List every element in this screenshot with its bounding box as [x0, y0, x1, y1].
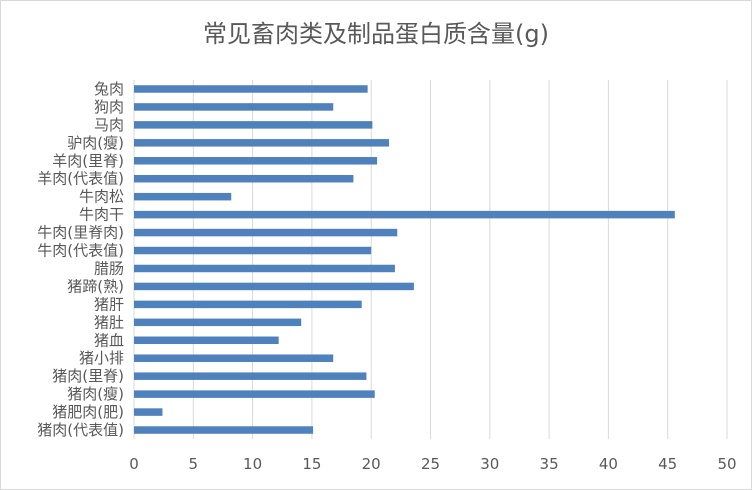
bar: [134, 318, 302, 327]
x-tick-label: 50: [717, 455, 736, 473]
bar: [134, 228, 398, 237]
x-tick-label: 45: [658, 455, 677, 473]
category-label: 猪肉(代表值): [37, 421, 124, 439]
category-label: 猪肥肉(肥): [52, 403, 124, 421]
category-label: 牛肉松: [79, 188, 124, 206]
bar: [134, 210, 675, 219]
x-tick-label: 0: [129, 455, 139, 473]
category-label: 牛肉(里脊肉): [37, 224, 124, 242]
bar: [134, 192, 232, 201]
category-label: 猪肉(瘦): [67, 385, 124, 403]
category-label: 马肉: [94, 116, 124, 134]
x-tick-labels: 0 5 10 15 20 25 30 35 40 45 50: [129, 455, 736, 473]
category-label: 猪小排: [79, 349, 124, 367]
bar: [134, 157, 378, 165]
category-label: 兔肉: [94, 80, 124, 98]
category-label: 羊肉(代表值): [37, 170, 124, 188]
x-tick-label: 5: [189, 455, 199, 473]
bar: [134, 408, 163, 416]
bar: [134, 121, 373, 129]
category-label: 牛肉(代表值): [37, 242, 124, 260]
bar: [134, 139, 389, 147]
bar: [134, 354, 334, 362]
x-tick-label: 40: [599, 455, 618, 473]
category-label: 羊肉(里脊): [52, 152, 124, 170]
bar: [134, 300, 362, 309]
bar: [134, 103, 334, 111]
category-label: 猪蹄(熟): [67, 277, 124, 295]
bar: [134, 282, 414, 291]
category-label: 腊肠: [94, 259, 124, 277]
category-label: 猪肝: [94, 295, 124, 313]
bar: [134, 426, 314, 434]
bar: [134, 174, 354, 183]
category-label: 牛肉干: [79, 206, 124, 224]
gridlines: [133, 80, 728, 439]
x-tick-label: 20: [362, 455, 381, 473]
x-tick-label: 25: [421, 455, 440, 473]
category-label: 驴肉(瘦): [67, 134, 124, 152]
chart-title: 常见畜肉类及制品蛋白质含量(g): [203, 20, 549, 48]
x-tick-label: 35: [540, 455, 559, 473]
bar: [134, 390, 375, 398]
bar: [134, 246, 372, 255]
x-tick-label: 30: [480, 455, 499, 473]
category-label: 狗肉: [94, 98, 124, 116]
bars: [134, 85, 675, 434]
category-label: 猪肚: [94, 313, 124, 331]
category-label: 猪肉(里脊): [52, 367, 124, 385]
x-tick-label: 10: [243, 455, 262, 473]
bar: [134, 85, 368, 93]
bar: [134, 336, 279, 345]
bar: [134, 372, 367, 380]
category-labels: 兔肉狗肉马肉驴肉(瘦)羊肉(里脊)羊肉(代表值)牛肉松牛肉干牛肉(里脊肉)牛肉(…: [37, 80, 124, 439]
x-tick-label: 15: [302, 455, 321, 473]
category-label: 猪血: [94, 331, 124, 349]
bar: [134, 264, 395, 273]
